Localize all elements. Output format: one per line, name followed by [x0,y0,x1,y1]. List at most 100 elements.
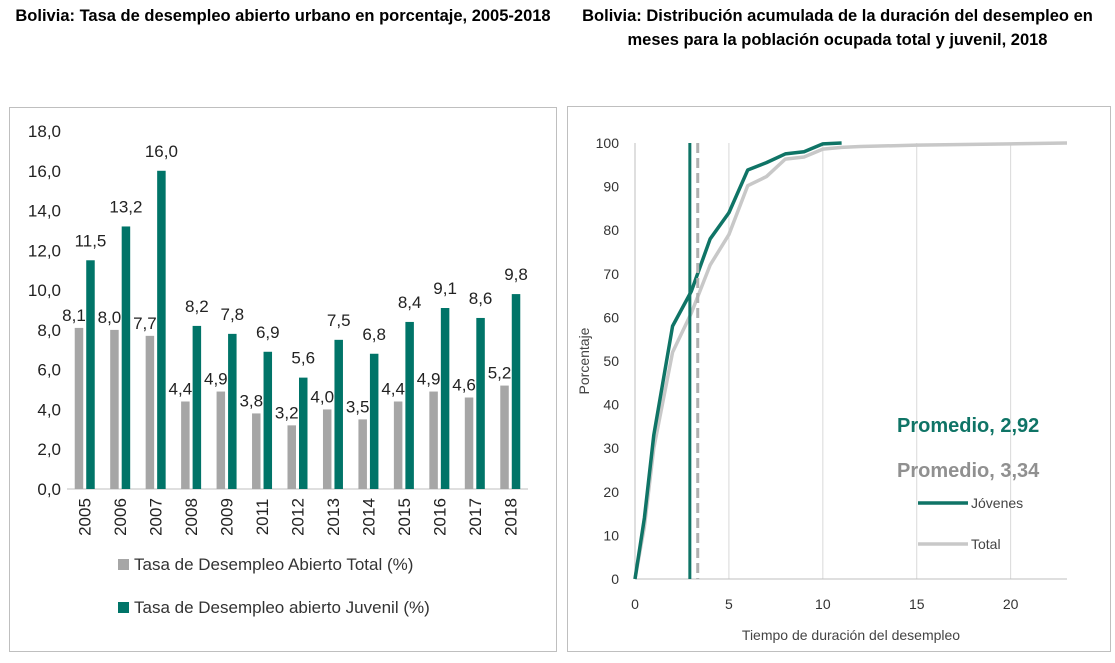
bar-juvenil [86,260,95,489]
data-label-juvenil: 8,2 [185,297,209,316]
y-tick-label: 6,0 [37,361,61,380]
data-label-total: 4,9 [204,370,228,389]
data-label-total: 4,9 [417,370,441,389]
y-tick-label: 8,0 [37,321,61,340]
bar-juvenil [157,170,166,489]
legend-label: Total [971,536,1001,552]
line-chart-panel [567,106,1111,652]
y-tick-label: 90 [603,179,619,195]
bar-total [393,401,403,489]
x-tick-label: 2005 [76,498,95,536]
bar-juvenil [334,339,343,489]
bar-juvenil [511,294,521,489]
bar-juvenil [440,308,450,489]
bar-total [110,329,119,489]
bar-juvenil [405,321,414,489]
data-label-juvenil: 13,2 [109,197,142,216]
line-chart-title: Bolivia: Distribución acumulada de la du… [582,7,1093,49]
x-tick-label: 2016 [430,498,449,536]
data-label-total: 4,4 [169,379,193,398]
x-tick-label: 2018 [501,498,520,536]
y-tick-label: 0,0 [37,480,61,499]
x-tick-label: 2006 [111,498,130,536]
y-tick-label: 80 [603,222,619,238]
x-tick-label: 5 [725,596,733,612]
y-tick-label: 4,0 [37,400,61,419]
data-label-juvenil: 16,0 [145,142,178,161]
x-tick-label: 10 [815,596,831,612]
x-tick-label: 2009 [218,498,237,536]
y-tick-label: 10 [603,527,619,543]
y-tick-label: 100 [596,135,620,151]
data-label-juvenil: 7,5 [327,311,351,330]
bar-juvenil [192,325,202,489]
data-label-total: 7,7 [133,314,157,333]
y-tick-label: 70 [603,266,619,282]
data-label-juvenil: 7,8 [221,305,245,324]
bar-total [429,391,438,489]
x-tick-label: 2012 [289,498,308,536]
data-label-juvenil: 9,8 [504,265,528,284]
data-label-total: 4,4 [381,379,405,398]
x-tick-label: 2013 [324,498,343,536]
data-label-total: 8,0 [98,308,122,327]
y-tick-label: 12,0 [28,241,61,260]
promedio-total-label: Promedio, 3,34 [897,460,1040,482]
x-tick-label: 2015 [395,498,414,536]
data-label-total: 8,1 [62,306,86,325]
bar-total [181,401,190,489]
series-line-total [633,141,1068,580]
legend-swatch [118,602,129,613]
x-tick-label: 2011 [253,499,272,536]
bar-juvenil [121,226,131,489]
bar-juvenil [369,353,379,489]
data-label-total: 4,0 [310,387,334,406]
legend-swatch [118,559,129,570]
bar-total [464,397,474,489]
bar-total [322,409,332,489]
data-label-total: 3,5 [346,397,370,416]
bar-total [500,385,509,489]
bar-total [252,413,261,489]
data-label-total: 3,2 [275,403,299,422]
y-tick-label: 2,0 [37,440,61,459]
y-tick-label: 50 [603,353,619,369]
bar-total [358,419,367,489]
x-axis-label: Tiempo de duración del desempleo [742,627,960,643]
y-tick-label: 20 [603,484,619,500]
data-label-juvenil: 8,6 [469,289,493,308]
x-tick-label: 2008 [182,498,201,536]
bar-juvenil [476,317,485,489]
y-tick-label: 0 [611,571,619,587]
x-tick-label: 2014 [359,498,378,536]
data-label-juvenil: 5,6 [291,349,315,368]
y-tick-label: 16,0 [28,162,61,181]
data-label-juvenil: 8,4 [398,293,422,312]
bar-juvenil [228,333,237,489]
data-label-total: 3,8 [239,391,263,410]
legend-label: Tasa de Desempleo Abierto Total (%) [134,555,413,574]
bar-juvenil [299,377,308,489]
bar-total [145,335,155,489]
x-tick-label: 2017 [466,498,485,536]
promedio-jovenes-label: Promedio, 2,92 [897,415,1039,437]
legend-label: Jóvenes [971,495,1023,511]
bar-juvenil [263,351,273,489]
bar-total [74,327,84,489]
x-tick-label: 15 [909,596,925,612]
y-tick-label: 18,0 [28,122,61,141]
data-label-juvenil: 6,9 [256,323,280,342]
x-tick-label: 0 [631,596,639,612]
y-axis-label: Porcentaje [576,327,592,394]
legend-label: Tasa de Desempleo abierto Juvenil (%) [134,598,430,617]
data-label-juvenil: 11,5 [75,231,107,250]
series-line-jovenes [633,141,842,580]
bar-total [287,425,296,489]
bar-chart-title: Bolivia: Tasa de desempleo abierto urban… [15,7,551,25]
x-tick-label: 20 [1003,596,1019,612]
data-label-total: 4,6 [452,376,476,395]
data-label-juvenil: 6,8 [362,325,386,344]
x-tick-label: 2007 [147,498,166,536]
bar-chart-panel [9,107,557,652]
